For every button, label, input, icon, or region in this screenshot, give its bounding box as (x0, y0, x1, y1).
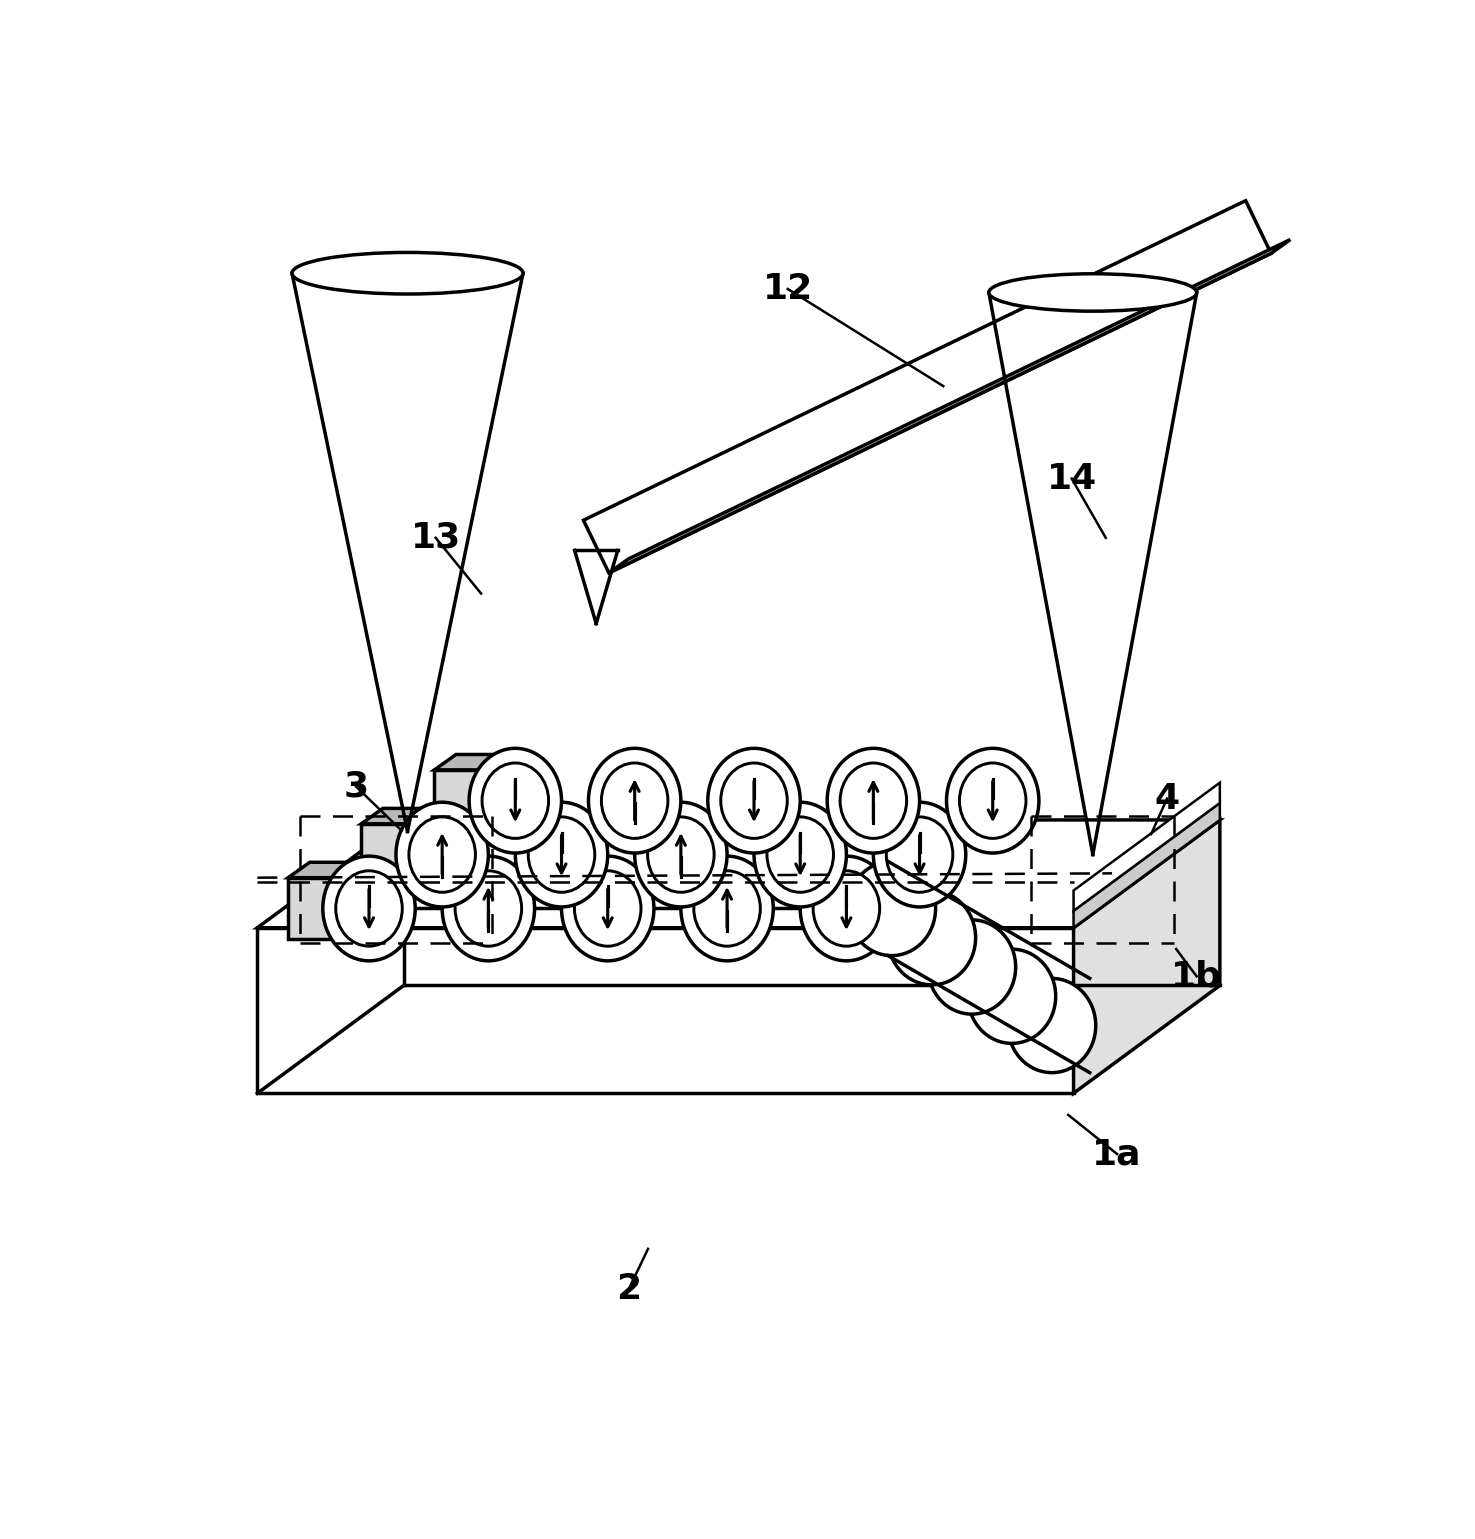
Ellipse shape (888, 891, 975, 985)
Ellipse shape (589, 748, 681, 853)
Polygon shape (1074, 783, 1220, 911)
Text: 4: 4 (1155, 782, 1180, 816)
Ellipse shape (528, 817, 594, 893)
Text: 13: 13 (410, 520, 460, 556)
Ellipse shape (602, 763, 668, 839)
Polygon shape (435, 770, 490, 831)
Ellipse shape (988, 274, 1196, 311)
Polygon shape (361, 808, 438, 823)
Polygon shape (257, 928, 1074, 1093)
Polygon shape (288, 862, 366, 877)
Ellipse shape (482, 763, 549, 839)
Ellipse shape (395, 802, 488, 906)
Polygon shape (361, 823, 417, 885)
Ellipse shape (873, 802, 966, 906)
Text: 1b: 1b (1171, 959, 1223, 993)
Ellipse shape (708, 748, 801, 853)
Ellipse shape (754, 802, 847, 906)
Ellipse shape (442, 856, 534, 960)
Polygon shape (257, 820, 1220, 928)
Text: 14: 14 (1047, 462, 1097, 496)
Text: 1a: 1a (1093, 1137, 1142, 1171)
Ellipse shape (813, 871, 879, 946)
Polygon shape (609, 240, 1291, 573)
Ellipse shape (574, 871, 642, 946)
Ellipse shape (693, 871, 760, 946)
Ellipse shape (323, 856, 416, 960)
Ellipse shape (342, 877, 367, 939)
Ellipse shape (681, 856, 773, 960)
Ellipse shape (648, 817, 714, 893)
Ellipse shape (456, 871, 522, 946)
Ellipse shape (409, 817, 475, 893)
Ellipse shape (562, 856, 653, 960)
Ellipse shape (959, 763, 1027, 839)
Ellipse shape (721, 763, 788, 839)
Ellipse shape (801, 856, 892, 960)
Ellipse shape (841, 763, 907, 839)
Text: 3: 3 (344, 770, 369, 803)
Ellipse shape (928, 920, 1016, 1014)
Ellipse shape (336, 871, 403, 946)
Polygon shape (435, 754, 512, 770)
Ellipse shape (292, 252, 524, 294)
Ellipse shape (416, 823, 440, 885)
Ellipse shape (1007, 979, 1096, 1073)
Ellipse shape (515, 802, 608, 906)
Ellipse shape (947, 748, 1038, 853)
Text: 12: 12 (763, 272, 813, 306)
Text: 2: 2 (617, 1273, 642, 1307)
Ellipse shape (968, 950, 1056, 1043)
Polygon shape (1074, 820, 1220, 1093)
Ellipse shape (886, 817, 953, 893)
Ellipse shape (469, 748, 562, 853)
Polygon shape (1074, 803, 1220, 928)
Ellipse shape (827, 748, 919, 853)
Ellipse shape (767, 817, 833, 893)
Polygon shape (288, 877, 344, 939)
Ellipse shape (848, 862, 935, 956)
Polygon shape (584, 200, 1271, 573)
Ellipse shape (488, 770, 513, 831)
Ellipse shape (634, 802, 727, 906)
